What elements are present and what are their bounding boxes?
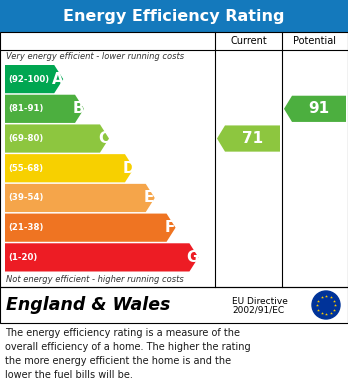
Text: 91: 91 bbox=[308, 101, 330, 116]
Text: lower the fuel bills will be.: lower the fuel bills will be. bbox=[5, 370, 133, 380]
Text: The energy efficiency rating is a measure of the: The energy efficiency rating is a measur… bbox=[5, 328, 240, 338]
Text: (21-38): (21-38) bbox=[8, 223, 44, 232]
Text: overall efficiency of a home. The higher the rating: overall efficiency of a home. The higher… bbox=[5, 342, 251, 352]
Text: (92-100): (92-100) bbox=[8, 75, 49, 84]
Text: Energy Efficiency Rating: Energy Efficiency Rating bbox=[63, 9, 285, 23]
Polygon shape bbox=[5, 184, 155, 212]
Text: EU Directive: EU Directive bbox=[232, 296, 288, 305]
Polygon shape bbox=[284, 96, 346, 122]
Polygon shape bbox=[5, 65, 63, 93]
Polygon shape bbox=[5, 95, 84, 123]
Text: (81-91): (81-91) bbox=[8, 104, 44, 113]
Polygon shape bbox=[5, 124, 109, 152]
Polygon shape bbox=[5, 243, 198, 271]
Bar bbox=[0, 0, 348, 32]
Text: Current: Current bbox=[230, 36, 267, 46]
Text: (1-20): (1-20) bbox=[8, 253, 37, 262]
Text: 2002/91/EC: 2002/91/EC bbox=[232, 305, 284, 314]
Text: Not energy efficient - higher running costs: Not energy efficient - higher running co… bbox=[6, 275, 184, 284]
Text: (55-68): (55-68) bbox=[8, 164, 43, 173]
Text: E: E bbox=[144, 190, 155, 205]
Text: (39-54): (39-54) bbox=[8, 194, 44, 203]
Polygon shape bbox=[217, 126, 280, 152]
Polygon shape bbox=[5, 213, 175, 242]
Text: D: D bbox=[122, 161, 135, 176]
Text: Potential: Potential bbox=[293, 36, 337, 46]
Text: 71: 71 bbox=[242, 131, 263, 146]
Text: England & Wales: England & Wales bbox=[6, 296, 171, 314]
Text: G: G bbox=[187, 250, 199, 265]
Text: Very energy efficient - lower running costs: Very energy efficient - lower running co… bbox=[6, 52, 184, 61]
Text: (69-80): (69-80) bbox=[8, 134, 43, 143]
Text: B: B bbox=[73, 101, 84, 116]
Text: the more energy efficient the home is and the: the more energy efficient the home is an… bbox=[5, 356, 231, 366]
Polygon shape bbox=[5, 154, 134, 182]
Text: A: A bbox=[52, 72, 64, 87]
Bar bbox=[0, 32, 348, 287]
Circle shape bbox=[312, 291, 340, 319]
Bar bbox=[0, 287, 348, 323]
Text: F: F bbox=[165, 220, 175, 235]
Text: C: C bbox=[98, 131, 109, 146]
